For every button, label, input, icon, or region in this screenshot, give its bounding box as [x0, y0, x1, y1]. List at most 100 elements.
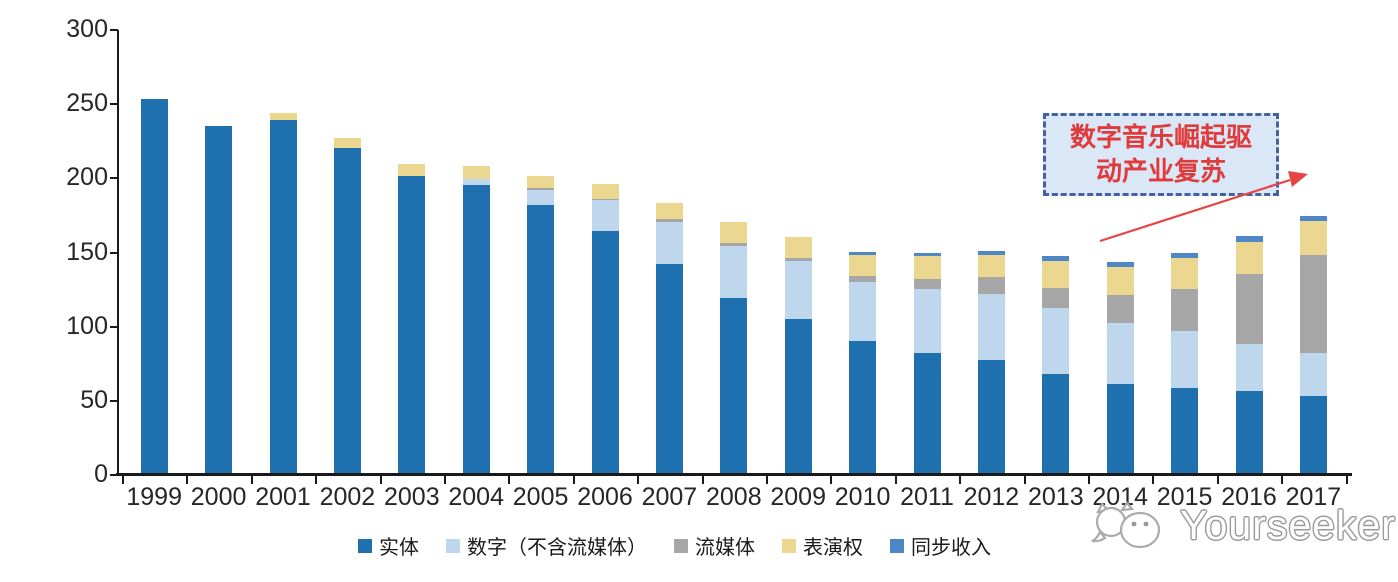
y-axis — [117, 30, 119, 475]
bar-2008-表演权 — [720, 222, 748, 244]
bar-2010-实体 — [849, 340, 877, 473]
x-label-2009: 2009 — [770, 483, 826, 511]
y-tick-label-200: 200 — [66, 163, 108, 192]
y-tick-label-150: 150 — [66, 237, 108, 266]
bar-2015-流媒体 — [1171, 289, 1199, 331]
bar-1999-实体 — [140, 99, 168, 473]
bar-2012-数字（不含流媒体） — [977, 293, 1005, 361]
legend-swatch-icon — [358, 538, 372, 553]
x-tick-18 — [1281, 476, 1284, 484]
bar-2005-表演权 — [527, 176, 555, 189]
x-tick-12 — [894, 476, 897, 484]
bar-2009-实体 — [784, 318, 812, 473]
x-label-2001: 2001 — [255, 483, 311, 511]
bar-2015-表演权 — [1171, 257, 1199, 290]
legend-item-2: 数字（不含流媒体） — [446, 531, 647, 560]
x-tick-3 — [315, 476, 318, 484]
x-label-2000: 2000 — [190, 483, 247, 511]
bar-2003-表演权 — [398, 164, 426, 177]
x-tick-end — [1345, 476, 1348, 484]
bar-2012-同步收入 — [977, 250, 1005, 255]
y-tick-label-0: 0 — [94, 460, 108, 488]
bar-2007-实体 — [655, 263, 683, 473]
bar-2011-数字（不含流媒体） — [913, 289, 941, 353]
bar-2010-表演权 — [849, 254, 877, 276]
x-tick-17 — [1216, 476, 1219, 484]
bar-2017-数字（不含流媒体） — [1299, 352, 1327, 396]
legend-item-1: 实体 — [358, 531, 419, 560]
y-tick-150 — [110, 251, 118, 254]
legend-swatch-icon — [674, 538, 688, 553]
bar-2014-实体 — [1106, 384, 1134, 473]
bar-2016-实体 — [1235, 391, 1263, 473]
legend-swatch-icon — [782, 538, 796, 553]
bar-2013-流媒体 — [1042, 287, 1070, 309]
x-label-2016: 2016 — [1221, 483, 1277, 511]
bar-2012-表演权 — [977, 254, 1005, 278]
bar-2009-表演权 — [784, 237, 812, 258]
x-label-2006: 2006 — [577, 483, 633, 511]
legend-item-4: 表演权 — [782, 531, 863, 560]
x-label-2015: 2015 — [1156, 483, 1213, 511]
legend-label: 实体 — [379, 537, 419, 559]
bar-2006-实体 — [591, 231, 619, 473]
bar-2013-表演权 — [1042, 260, 1070, 288]
legend: 实体 数字（不含流媒体） 流媒体 表演权 同步收入 — [358, 531, 991, 560]
bar-2002-实体 — [333, 148, 361, 473]
x-tick-0 — [122, 476, 124, 484]
bar-2005-数字（不含流媒体） — [527, 189, 555, 205]
annotation-line-1: 数字音乐崛起驱 — [1069, 121, 1252, 152]
x-tick-1 — [186, 476, 189, 484]
bar-2011-同步收入 — [913, 253, 941, 257]
bar-2017-同步收入 — [1299, 216, 1327, 221]
x-label-2013: 2013 — [1027, 483, 1084, 511]
bar-2003-实体 — [398, 176, 426, 473]
yourseeker-logo-icon — [1091, 501, 1161, 549]
y-tick-label-100: 100 — [66, 311, 108, 340]
x-tick-4 — [379, 476, 382, 484]
bar-2010-数字（不含流媒体） — [849, 281, 877, 341]
x-tick-10 — [766, 476, 768, 484]
bar-2015-同步收入 — [1171, 253, 1199, 258]
bar-2014-同步收入 — [1106, 262, 1134, 267]
x-tick-2 — [250, 476, 253, 484]
bar-2006-流媒体 — [591, 198, 619, 201]
bar-2007-数字（不含流媒体） — [655, 222, 683, 264]
bar-2008-流媒体 — [720, 243, 748, 247]
x-tick-6 — [508, 476, 511, 484]
bar-2010-同步收入 — [849, 251, 877, 255]
bar-2012-实体 — [977, 360, 1005, 473]
bar-2009-流媒体 — [784, 257, 812, 261]
bar-2012-流媒体 — [977, 277, 1005, 294]
legend-swatch-icon — [890, 538, 904, 553]
x-tick-15 — [1088, 476, 1090, 484]
bar-2016-表演权 — [1235, 241, 1263, 275]
x-tick-9 — [701, 476, 704, 484]
legend-item-3: 流媒体 — [674, 531, 755, 560]
bar-2001-表演权 — [269, 112, 297, 120]
bar-2006-数字（不含流媒体） — [591, 200, 619, 232]
y-tick-label-250: 250 — [66, 89, 108, 118]
x-label-2017: 2017 — [1285, 483, 1342, 511]
bar-2010-流媒体 — [849, 275, 877, 282]
x-label-2008: 2008 — [705, 483, 762, 511]
annotation-line-2: 动产业复苏 — [1095, 155, 1226, 186]
x-tick-13 — [959, 476, 962, 484]
y-tick-0 — [110, 474, 118, 476]
bar-2014-流媒体 — [1106, 295, 1134, 324]
bar-2013-实体 — [1042, 373, 1070, 473]
bar-2004-实体 — [462, 185, 490, 473]
bar-2013-数字（不含流媒体） — [1042, 308, 1070, 374]
x-tick-16 — [1152, 476, 1155, 484]
watermark-text: Yourseeker — [1180, 501, 1396, 548]
bar-2015-实体 — [1171, 388, 1199, 473]
y-tick-100 — [110, 325, 118, 328]
legend-label: 表演权 — [803, 537, 863, 559]
y-tick-250 — [110, 103, 118, 106]
x-label-2004: 2004 — [448, 483, 504, 511]
bar-2009-数字（不含流媒体） — [784, 260, 812, 319]
bar-2016-数字（不含流媒体） — [1235, 343, 1263, 392]
bar-2004-表演权 — [462, 165, 490, 180]
y-tick-300 — [110, 29, 118, 31]
x-tick-8 — [637, 476, 640, 484]
